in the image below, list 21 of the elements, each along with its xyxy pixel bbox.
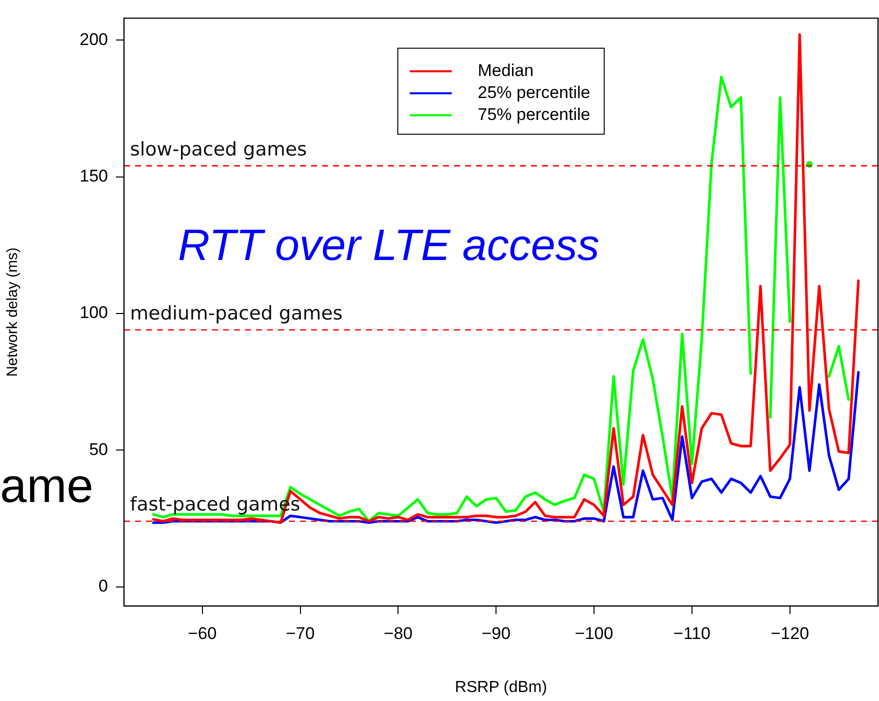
legend-label: 25% percentile: [478, 82, 590, 102]
annotation: RTT over LTE access: [178, 221, 600, 270]
y-tick-label: 200: [80, 30, 108, 49]
x-axis-title: RSRP (dBm): [454, 678, 548, 696]
x-tick-label: −90: [482, 624, 511, 643]
text: ame: [0, 460, 94, 513]
y-tick-label: 0: [98, 576, 108, 596]
x-tick-label: −100: [574, 624, 614, 643]
ref-line-label: medium-paced games: [130, 302, 343, 324]
y-tick-label: 100: [80, 303, 108, 322]
x-tick-label: −120: [770, 624, 810, 643]
y-tick-label: 150: [80, 166, 108, 186]
y-tick-label: 50: [89, 440, 108, 459]
x-tick-label: −80: [384, 624, 413, 643]
legend-label: 75% percentile: [478, 104, 590, 124]
y-axis-title: Network delay (ms): [4, 248, 22, 377]
x-tick-label: −70: [286, 624, 315, 643]
x-tick-label: −110: [673, 624, 710, 643]
x-tick-label: −60: [188, 624, 217, 643]
ref-line-label: slow-paced games: [130, 138, 307, 160]
legend-label: Median: [478, 60, 534, 80]
